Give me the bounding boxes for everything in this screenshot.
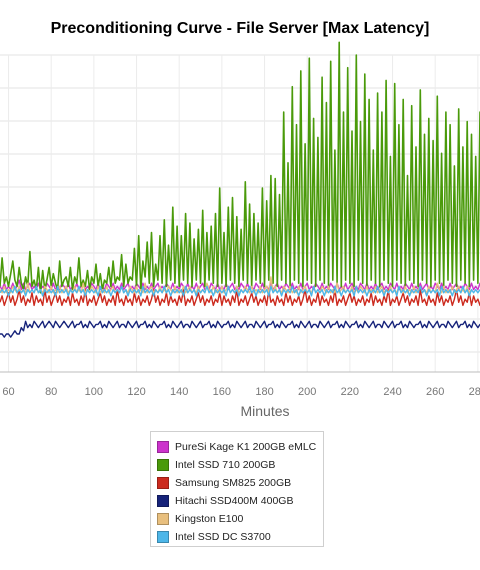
x-axis-label: Minutes bbox=[240, 403, 290, 419]
legend-item[interactable]: Intel SSD DC S3700 bbox=[157, 528, 323, 546]
legend-label: PureSi Kage K1 200GB eMLC bbox=[175, 441, 317, 453]
legend-label: Hitachi SSD400M 400GB bbox=[175, 495, 294, 507]
legend-item[interactable]: Samsung SM825 200GB bbox=[157, 474, 323, 492]
x-tick-label: 60 bbox=[2, 386, 14, 398]
series-line-5 bbox=[0, 285, 480, 297]
legend-swatch bbox=[157, 477, 169, 489]
series-line-2 bbox=[0, 288, 480, 307]
x-tick-label: 260 bbox=[426, 386, 444, 398]
x-tick-label: 120 bbox=[127, 386, 145, 398]
legend-item[interactable]: Kingston E100 bbox=[157, 510, 323, 528]
x-axis-tick-labels: 60 80 100 120 140 160 180 200 220 240 260 280 bbox=[2, 386, 480, 398]
series-line-3 bbox=[0, 320, 480, 338]
legend-swatch bbox=[157, 441, 169, 453]
line-chart: 60 80 100 120 140 160 180 200 220 240 260 280 bbox=[0, 41, 480, 398]
legend-swatch bbox=[157, 495, 169, 507]
legend-item[interactable]: Intel SSD 710 200GB bbox=[157, 456, 323, 474]
legend-item[interactable]: Hitachi SSD400M 400GB bbox=[157, 492, 323, 510]
x-tick-label: 280 bbox=[469, 386, 480, 398]
legend-swatch bbox=[157, 531, 169, 543]
legend-label: Samsung SM825 200GB bbox=[175, 477, 292, 489]
x-tick-label: 220 bbox=[341, 386, 359, 398]
legend-item[interactable]: PureSi Kage K1 200GB eMLC bbox=[157, 438, 323, 456]
x-tick-label: 100 bbox=[85, 386, 103, 398]
legend-label: Intel SSD DC S3700 bbox=[175, 531, 271, 543]
chart-title: Preconditioning Curve - File Server [Max… bbox=[50, 20, 430, 37]
x-tick-label: 200 bbox=[298, 386, 316, 398]
series-line-1 bbox=[0, 41, 480, 294]
legend: PureSi Kage K1 200GB eMLC Intel SSD 710 2… bbox=[150, 431, 324, 547]
x-tick-label: 160 bbox=[213, 386, 231, 398]
legend-swatch bbox=[157, 513, 169, 525]
legend-label: Kingston E100 bbox=[175, 513, 244, 525]
legend-swatch bbox=[157, 459, 169, 471]
legend-label: Intel SSD 710 200GB bbox=[175, 459, 276, 471]
x-tick-label: 140 bbox=[170, 386, 188, 398]
series-lines bbox=[0, 41, 480, 338]
x-tick-label: 240 bbox=[383, 386, 401, 398]
x-tick-label: 80 bbox=[45, 386, 57, 398]
gridlines bbox=[0, 54, 480, 373]
x-tick-label: 180 bbox=[255, 386, 273, 398]
